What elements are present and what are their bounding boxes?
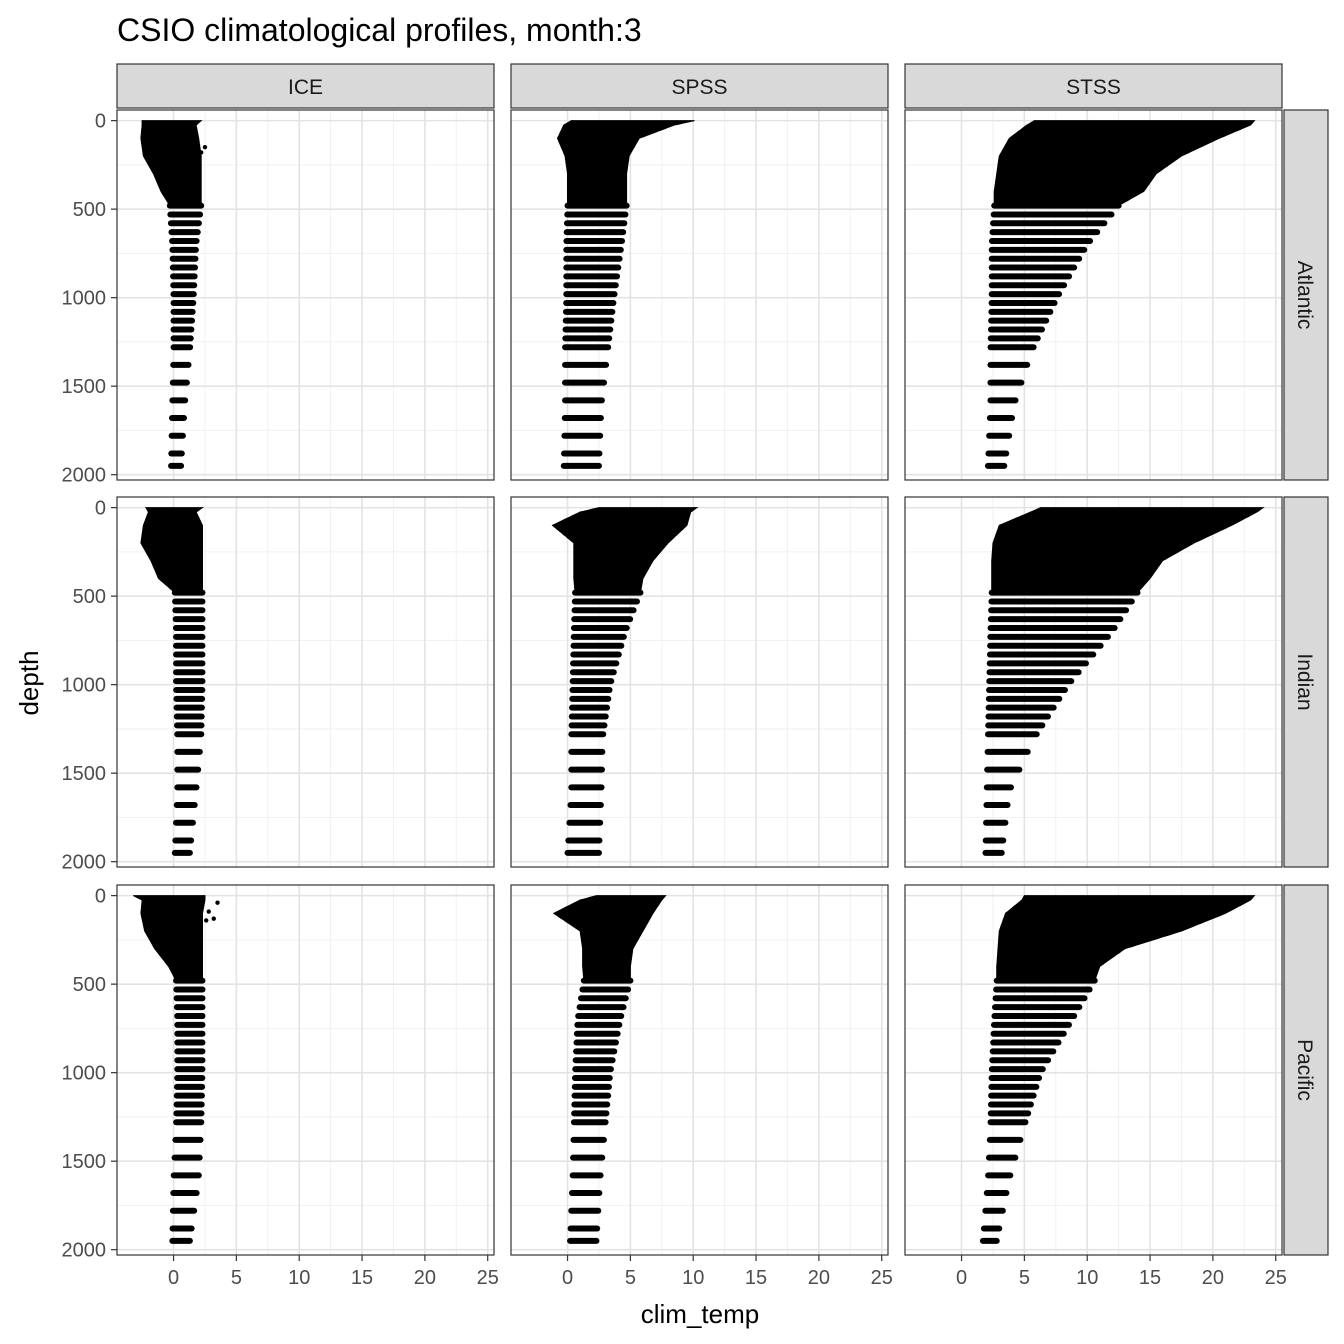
x-tick-label: 25 xyxy=(1265,1267,1287,1289)
panel-stss-indian xyxy=(904,496,1283,868)
scatter-point xyxy=(198,150,204,155)
x-tick-label: 5 xyxy=(625,1267,636,1289)
facet-strip-spss: SPSS xyxy=(510,63,889,109)
panel-ice-atlantic: 0 500 1000 1500 2000 xyxy=(62,109,495,487)
facet-strip-indian: Indian xyxy=(1283,496,1329,868)
panel-border xyxy=(510,496,889,868)
panel-spss-atlantic xyxy=(510,109,889,481)
facet-strip-stss: STSS xyxy=(904,63,1283,109)
y-tick-label: 2000 xyxy=(62,465,107,487)
x-tick-label: 25 xyxy=(871,1267,893,1289)
panel-border xyxy=(904,884,1283,1256)
y-axis-label: depth xyxy=(14,650,44,715)
x-tick-label: 0 xyxy=(956,1267,967,1289)
panel-stss-atlantic xyxy=(904,109,1283,481)
panel-border xyxy=(904,109,1283,481)
facet-strip-label: SPSS xyxy=(671,76,727,99)
x-tick-label: 25 xyxy=(477,1267,499,1289)
facet-strip-atlantic: Atlantic xyxy=(1283,109,1329,481)
y-tick-label: 1500 xyxy=(62,1151,107,1173)
chart-title: CSIO climatological profiles, month:3 xyxy=(117,12,642,48)
panel-stss-pacific: 0 5 10 15 20 25 xyxy=(904,884,1287,1289)
scatter-point xyxy=(211,916,216,921)
facet-strip-label: Atlantic xyxy=(1293,261,1316,330)
y-tick-label: 2000 xyxy=(62,852,107,874)
panel-spss-pacific: 0 5 10 15 20 25 xyxy=(510,884,893,1289)
x-tick-label: 5 xyxy=(1019,1267,1030,1289)
y-tick-label: 1000 xyxy=(62,1063,107,1085)
facet-strip-label: Indian xyxy=(1293,653,1316,710)
x-tick-label: 20 xyxy=(414,1267,436,1289)
x-tick-label: 10 xyxy=(288,1267,310,1289)
facet-strip-label: STSS xyxy=(1066,76,1121,99)
panel-border xyxy=(510,109,889,481)
panel-border xyxy=(116,884,495,1256)
panel-ice-pacific: 0 500 1000 1500 2000 0 5 10 15 20 25 xyxy=(62,884,499,1289)
panel-border xyxy=(510,884,889,1256)
y-tick-label: 1500 xyxy=(62,376,107,398)
x-tick-label: 0 xyxy=(562,1267,573,1289)
scatter-point xyxy=(202,144,208,150)
y-tick-label: 1000 xyxy=(62,288,107,310)
scatter-point xyxy=(204,918,209,923)
x-tick-label: 5 xyxy=(231,1267,242,1289)
panel-ice-indian: 0 500 1000 1500 2000 xyxy=(62,496,495,874)
x-tick-label: 15 xyxy=(1139,1267,1161,1289)
panel-border xyxy=(116,496,495,868)
y-tick-label: 500 xyxy=(73,586,106,608)
y-tick-label: 0 xyxy=(95,498,106,520)
y-tick-label: 500 xyxy=(73,199,106,221)
y-tick-label: 1000 xyxy=(62,675,107,697)
facet-strip-label: ICE xyxy=(288,76,323,99)
y-tick-label: 0 xyxy=(95,111,106,133)
x-tick-label: 15 xyxy=(745,1267,767,1289)
x-axis-label: clim_temp xyxy=(641,1299,759,1329)
scatter-point xyxy=(193,141,199,146)
x-tick-label: 10 xyxy=(682,1267,704,1289)
y-tick-label: 2000 xyxy=(62,1240,107,1262)
panel-border xyxy=(116,109,495,481)
y-tick-label: 1500 xyxy=(62,763,107,785)
x-tick-label: 0 xyxy=(168,1267,179,1289)
x-tick-label: 20 xyxy=(1202,1267,1224,1289)
x-tick-label: 10 xyxy=(1076,1267,1098,1289)
x-tick-label: 15 xyxy=(351,1267,373,1289)
facet-strip-ice: ICE xyxy=(116,63,495,109)
y-tick-label: 0 xyxy=(95,886,106,908)
scatter-point xyxy=(565,123,570,129)
facet-strip-pacific: Pacific xyxy=(1283,884,1329,1256)
panel-border xyxy=(904,496,1283,868)
y-tick-label: 500 xyxy=(73,974,106,996)
panels-layer: ICE SPSS STSSAtlanticIndianPacific05001000… xyxy=(62,63,1329,1289)
panel-spss-indian xyxy=(510,496,889,868)
facet-strip-label: Pacific xyxy=(1293,1039,1316,1101)
scatter-point xyxy=(215,900,220,905)
x-tick-label: 20 xyxy=(808,1267,830,1289)
scatter-point xyxy=(206,909,211,914)
